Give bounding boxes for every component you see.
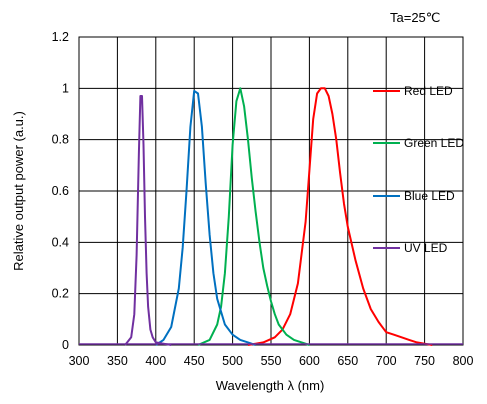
annotation-text: Ta=25℃ bbox=[390, 10, 440, 25]
y-tick-label: 0.2 bbox=[52, 287, 69, 301]
y-tick-label: 0.8 bbox=[52, 133, 69, 147]
series-line-uv-led bbox=[124, 95, 172, 346]
series-line-green-led bbox=[197, 87, 310, 346]
y-axis-ticks: 0 0.2 0.4 0.6 0.8 1 1.2 bbox=[52, 30, 69, 352]
grid-lines bbox=[79, 37, 463, 345]
x-tick-label: 750 bbox=[414, 354, 435, 368]
y-tick-label: 1 bbox=[62, 81, 69, 95]
legend-label: UV LED bbox=[404, 241, 448, 255]
y-tick-label: 1.2 bbox=[52, 30, 69, 44]
y-tick-label: 0.6 bbox=[52, 184, 69, 198]
series-line-red-led bbox=[247, 87, 433, 346]
x-tick-label: 350 bbox=[107, 354, 128, 368]
legend: Red LED Green LED Blue LED UV LED bbox=[373, 84, 464, 255]
legend-label: Red LED bbox=[404, 84, 453, 98]
x-axis-label: Wavelength λ (nm) bbox=[216, 378, 325, 393]
series-group bbox=[79, 87, 463, 346]
x-axis-ticks: 300 350 400 450 500 550 600 650 700 750 800 bbox=[69, 354, 474, 368]
y-tick-label: 0.4 bbox=[52, 235, 69, 249]
x-tick-label: 300 bbox=[69, 354, 90, 368]
x-tick-label: 800 bbox=[453, 354, 474, 368]
x-tick-label: 550 bbox=[261, 354, 282, 368]
x-tick-label: 650 bbox=[337, 354, 358, 368]
y-axis-label: Relative output power (a.u.) bbox=[11, 111, 26, 271]
x-tick-label: 600 bbox=[299, 354, 320, 368]
plot-area-frame bbox=[78, 36, 464, 346]
legend-label: Blue LED bbox=[404, 189, 455, 203]
x-tick-label: 500 bbox=[222, 354, 243, 368]
legend-label: Green LED bbox=[404, 136, 464, 150]
y-tick-label: 0 bbox=[62, 338, 69, 352]
series-line-blue-led bbox=[155, 89, 256, 346]
x-tick-label: 450 bbox=[184, 354, 205, 368]
x-tick-label: 400 bbox=[145, 354, 166, 368]
x-tick-label: 700 bbox=[376, 354, 397, 368]
